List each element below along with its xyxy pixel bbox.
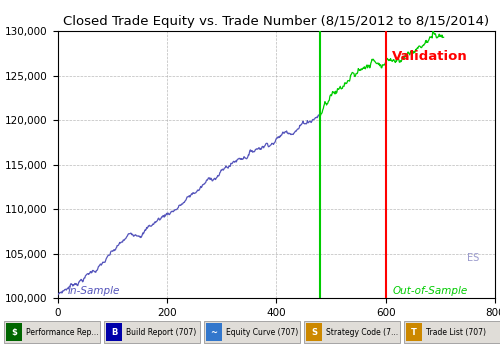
Bar: [104, 321, 200, 343]
Bar: [406, 323, 422, 341]
Bar: [404, 321, 500, 343]
Text: T: T: [411, 327, 417, 337]
Text: S: S: [311, 327, 317, 337]
Bar: [206, 323, 222, 341]
Bar: [204, 321, 300, 343]
Text: Equity Curve (707): Equity Curve (707): [226, 327, 298, 337]
Bar: [106, 323, 122, 341]
Text: In-Sample: In-Sample: [68, 286, 120, 296]
Bar: [4, 321, 100, 343]
Bar: [306, 323, 322, 341]
Text: ~: ~: [210, 327, 218, 337]
Text: Strategy Code (7...: Strategy Code (7...: [326, 327, 398, 337]
Text: Validation: Validation: [392, 50, 468, 62]
Text: B: B: [111, 327, 117, 337]
Text: ES: ES: [468, 253, 479, 263]
Title: Closed Trade Equity vs. Trade Number (8/15/2012 to 8/15/2014): Closed Trade Equity vs. Trade Number (8/…: [63, 16, 490, 29]
Bar: [6, 323, 22, 341]
Text: $: $: [11, 327, 17, 337]
Text: Out-of-Sample: Out-of-Sample: [392, 286, 468, 296]
Text: Trade List (707): Trade List (707): [426, 327, 486, 337]
Text: Build Report (707): Build Report (707): [126, 327, 196, 337]
Text: Performance Rep...: Performance Rep...: [26, 327, 99, 337]
Bar: [304, 321, 400, 343]
